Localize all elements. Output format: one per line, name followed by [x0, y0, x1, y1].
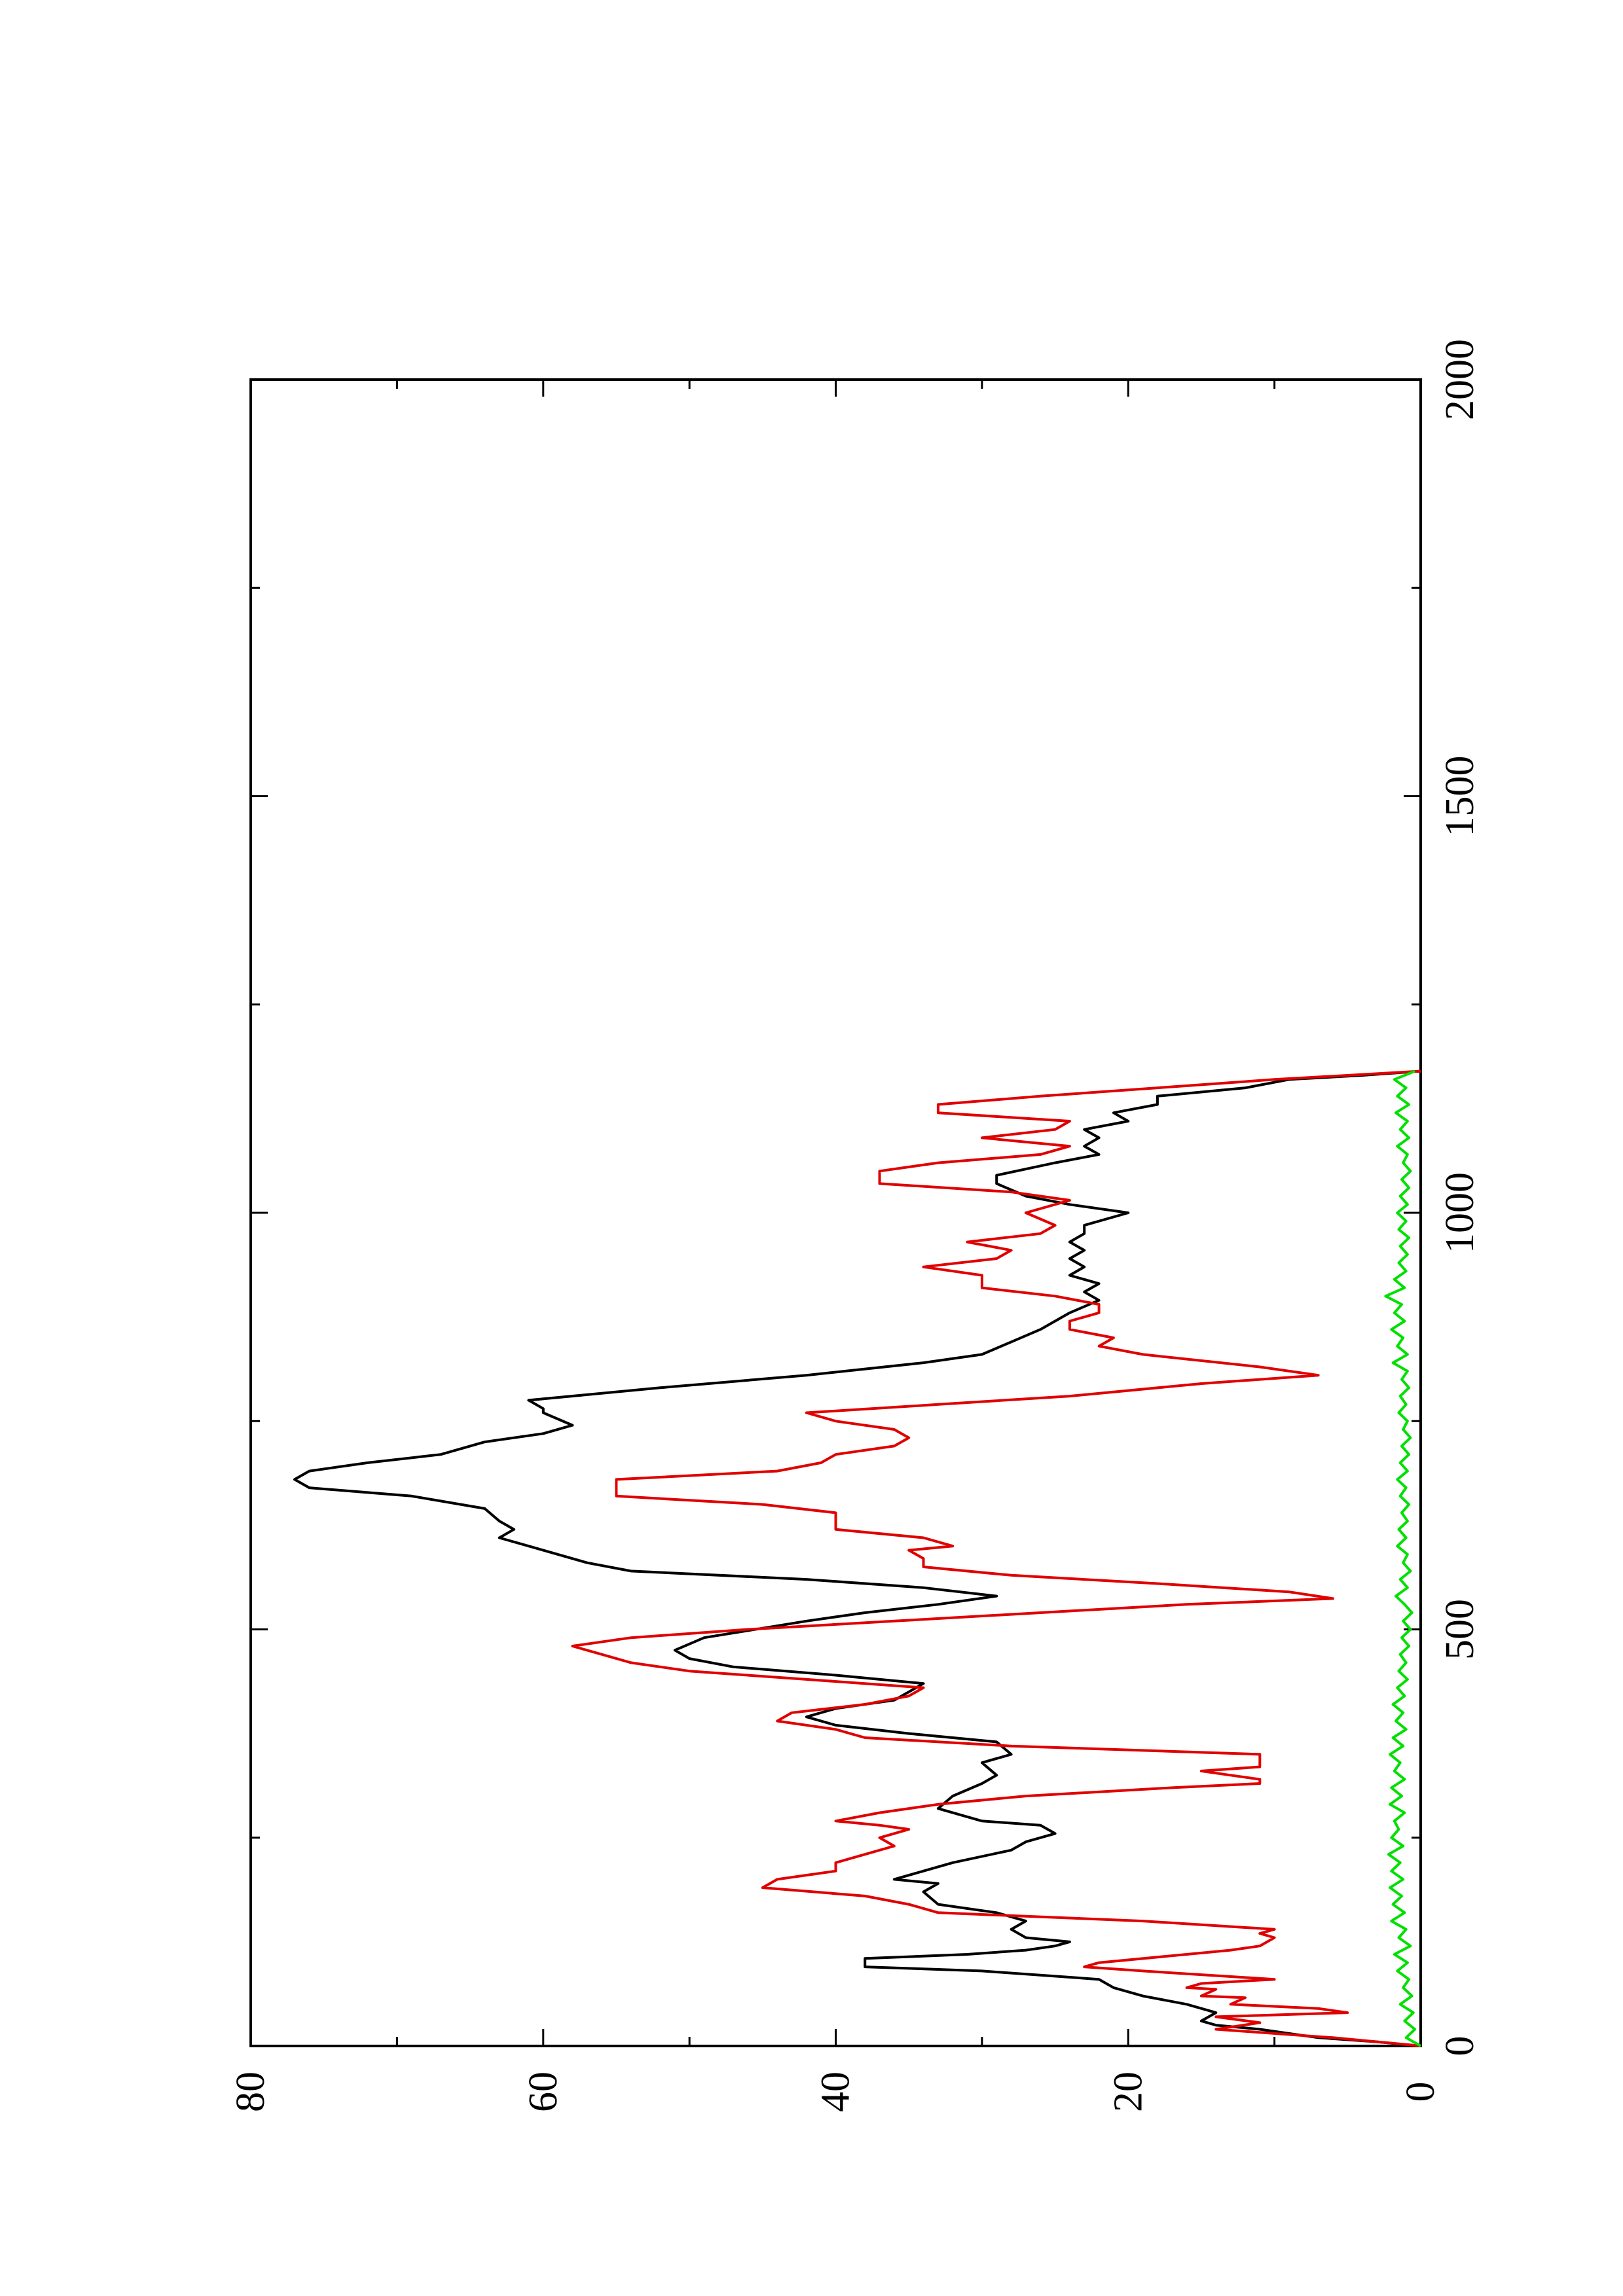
y-tick-label: 0 [1398, 2082, 1443, 2102]
plot-frame [249, 378, 1422, 2047]
x-tick-label: 1500 [1438, 756, 1482, 837]
y-tick-label: 60 [521, 2072, 566, 2112]
series-line-2 [571, 1069, 1421, 2047]
x-tick-label: 500 [1438, 1599, 1482, 1660]
y-tick-label: 80 [228, 2072, 273, 2112]
x-tick-label: 2000 [1438, 339, 1482, 420]
series-line-1 [293, 1069, 1421, 2047]
series-group [293, 1069, 1421, 2047]
y-tick-label: 40 [814, 2072, 858, 2112]
series-line-3 [1384, 1069, 1421, 2047]
axis-ticks [249, 378, 1422, 2047]
tick-labels: 0 500 1000 1500 2000 0 20 40 60 80 [228, 339, 1482, 2112]
x-tick-label: 1000 [1438, 1172, 1482, 1253]
y-tick-label: 20 [1106, 2072, 1150, 2112]
x-tick-label: 0 [1438, 2036, 1482, 2056]
